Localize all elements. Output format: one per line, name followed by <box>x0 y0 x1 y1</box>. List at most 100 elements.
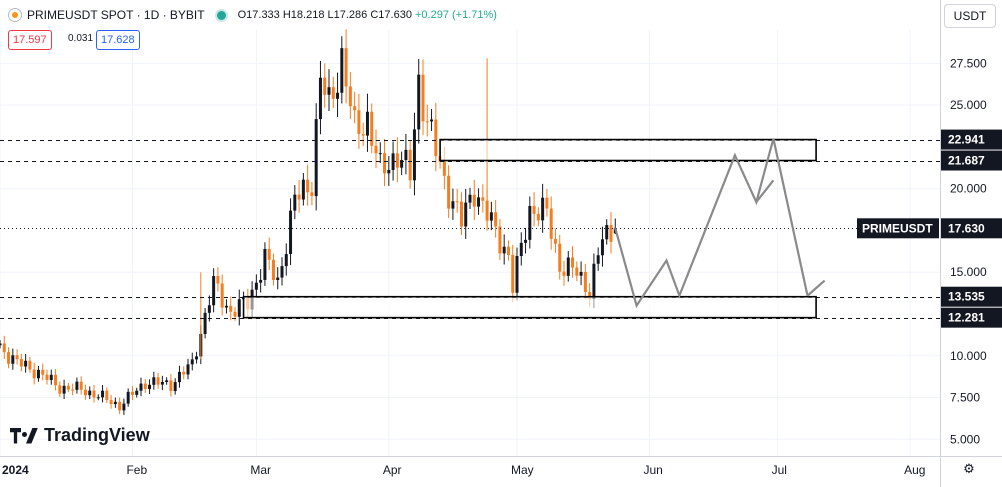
candle-body <box>203 312 207 334</box>
candle-body <box>383 153 387 174</box>
tradingview-logo-icon <box>10 427 38 444</box>
candle-body <box>165 380 169 382</box>
candle-body <box>173 382 177 392</box>
candle-body <box>254 282 258 290</box>
candle-body <box>353 106 357 111</box>
price-tick-label: 7.500 <box>950 391 980 405</box>
candle-body <box>310 192 314 197</box>
time-tick-label: Mar <box>250 463 271 477</box>
candle-body <box>532 206 536 214</box>
time-tick-label: Feb <box>126 463 147 477</box>
candle-body <box>62 385 66 394</box>
high-value: H18.218 <box>282 9 325 21</box>
candle-body <box>442 161 446 176</box>
tradingview-logo[interactable]: TradingView <box>10 425 150 446</box>
currency-selector[interactable]: USDT <box>944 4 996 28</box>
candle-body <box>511 255 515 293</box>
candle-body <box>28 360 32 370</box>
time-tick-label: May <box>511 463 534 477</box>
candle-body <box>477 197 481 207</box>
sell-price-button[interactable]: 17.597 <box>8 30 52 50</box>
candle-body <box>216 276 220 284</box>
market-status-icon[interactable] <box>216 10 226 20</box>
candle-body <box>579 271 583 276</box>
candle-body <box>344 48 348 87</box>
candle-body <box>528 206 532 240</box>
candle-body <box>237 299 241 317</box>
spread-value: 0.031 <box>64 30 98 48</box>
zone-rectangle[interactable] <box>242 295 817 319</box>
candle-body <box>32 369 36 379</box>
price-tick-label: 5.000 <box>950 432 980 446</box>
candle-body <box>361 134 365 136</box>
candle-body <box>459 201 463 227</box>
candle-body <box>588 291 592 299</box>
candle-body <box>233 311 237 317</box>
time-tick-label: Apr <box>383 463 402 477</box>
candle-body <box>101 390 105 398</box>
candle-body <box>195 356 199 360</box>
candle-body <box>592 263 596 299</box>
candle-body <box>387 169 391 174</box>
candle-body <box>370 111 374 146</box>
brand-name: TradingView <box>44 425 150 445</box>
candle-body <box>430 119 434 122</box>
buy-price-button[interactable]: 17.628 <box>96 30 140 50</box>
price-tick-label: 15.000 <box>950 265 987 279</box>
candle-body <box>340 48 344 93</box>
candle-body <box>575 267 579 276</box>
candle-body <box>336 92 340 99</box>
price-tick-label: 25.000 <box>950 98 987 112</box>
candle-body <box>122 403 126 411</box>
candle-body <box>135 390 139 395</box>
time-tick-label: Jul <box>772 463 787 477</box>
candle-body <box>224 305 228 308</box>
candle-body <box>49 374 53 380</box>
candle-body <box>447 175 451 209</box>
candle-body <box>58 385 62 394</box>
level-price-label-bg <box>941 307 1002 328</box>
candle-body <box>126 391 130 404</box>
close-value: C17.630 <box>370 9 412 21</box>
candle-body <box>19 359 23 367</box>
candle-body <box>425 121 429 123</box>
level-price-label-bg <box>941 129 1002 150</box>
candle-body <box>541 197 545 221</box>
candle-body <box>66 385 70 390</box>
candle-body <box>71 389 75 391</box>
candle-body <box>54 374 58 386</box>
candle-body <box>472 194 476 207</box>
level-price-label-bg <box>941 150 1002 171</box>
symbol-title[interactable]: PRIMEUSDT SPOT · 1D · BYBIT <box>27 8 205 22</box>
candle-body <box>545 197 549 209</box>
candle-body <box>83 389 87 396</box>
candle-body <box>41 369 45 375</box>
candle-body <box>24 360 28 367</box>
candle-body <box>519 242 523 257</box>
candle-body <box>455 201 459 203</box>
candle-body <box>481 197 485 201</box>
candle-body <box>113 401 117 405</box>
candle-body <box>408 149 412 181</box>
candle-body <box>0 343 2 346</box>
candle-body <box>323 77 327 95</box>
gear-icon[interactable]: ⚙ <box>963 461 975 476</box>
candle-body <box>506 246 510 256</box>
candle-body <box>11 355 15 364</box>
candle-body <box>553 238 557 244</box>
level-price-label: 13.535 <box>948 290 985 304</box>
level-price-label: 21.687 <box>948 154 985 168</box>
projection-path[interactable] <box>614 138 809 309</box>
candle-body <box>314 119 318 197</box>
candle-body <box>267 248 271 260</box>
candle-body <box>75 381 79 390</box>
candle-body <box>306 179 310 193</box>
zone-rectangle[interactable] <box>439 138 817 162</box>
candle-body <box>400 160 404 168</box>
candle-body <box>220 283 224 308</box>
candle-body <box>605 225 609 240</box>
candle-body <box>502 246 506 254</box>
low-value: L17.286 <box>327 9 368 21</box>
candle-body <box>79 381 83 390</box>
